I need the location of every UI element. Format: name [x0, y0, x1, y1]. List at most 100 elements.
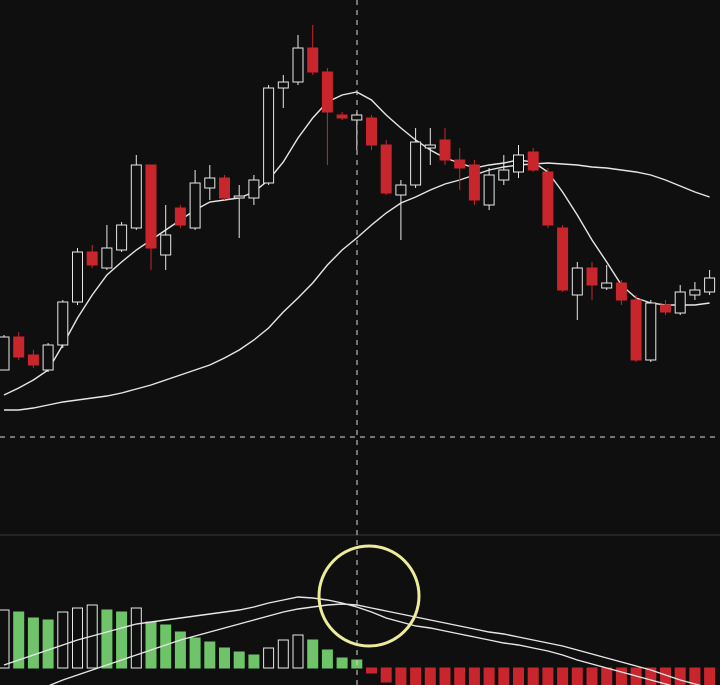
candle-body — [263, 87, 275, 184]
histogram-bar — [233, 651, 245, 669]
histogram-bar — [13, 611, 25, 669]
indicator-line — [4, 162, 710, 411]
candle-body — [72, 251, 83, 303]
histogram-bar — [454, 667, 466, 685]
candle-body — [57, 301, 69, 346]
candle-body — [13, 336, 25, 358]
candle-body — [380, 144, 392, 194]
candle-body — [160, 234, 172, 256]
histogram-bar — [689, 667, 701, 685]
candle-body — [233, 195, 245, 199]
histogram-bar — [336, 657, 348, 669]
histogram-bar — [513, 667, 524, 685]
candle-body — [189, 182, 201, 229]
candle-body — [204, 177, 216, 189]
candle-body — [454, 159, 466, 169]
histogram-bar — [42, 619, 54, 669]
candle-body — [513, 154, 524, 173]
histogram-bar — [645, 667, 657, 685]
histogram-bar — [277, 639, 289, 669]
histogram-bar — [86, 604, 98, 669]
candle-body — [498, 169, 510, 181]
histogram-bar — [130, 607, 142, 669]
histogram-bar — [204, 641, 216, 669]
candle-body — [101, 247, 113, 269]
histogram-bar — [219, 647, 230, 669]
candle-body — [615, 282, 627, 301]
histogram-bar — [498, 667, 510, 685]
histogram-bar — [483, 667, 495, 685]
histogram-bar — [704, 667, 716, 685]
histogram-bar — [395, 667, 407, 685]
candle-body — [292, 47, 304, 83]
highlight-circle — [317, 544, 421, 648]
histogram-bar — [557, 667, 569, 685]
candle-body — [277, 81, 289, 89]
candle-body — [630, 299, 642, 361]
histogram-bar — [57, 611, 69, 669]
histogram-bar — [307, 639, 319, 669]
histogram-bar — [292, 634, 304, 669]
histogram-bar — [571, 667, 583, 685]
candle-body — [674, 291, 686, 314]
histogram-bar — [0, 609, 10, 669]
candle-body — [483, 174, 495, 206]
indicator-line — [48, 603, 702, 685]
histogram-bar — [615, 667, 627, 685]
candle-body — [601, 282, 613, 289]
histogram-bar — [116, 611, 128, 669]
histogram-bar — [410, 667, 422, 685]
candle-body — [571, 267, 583, 296]
histogram-bar — [542, 667, 554, 685]
candle-body — [174, 207, 186, 226]
histogram-bar — [424, 667, 436, 685]
candle-body — [248, 179, 260, 199]
candle-body — [704, 277, 716, 293]
histogram-bar — [380, 667, 392, 683]
candle-body — [527, 151, 539, 171]
histogram-bar — [439, 667, 451, 685]
candle-body — [336, 114, 348, 119]
histogram-bar — [101, 609, 113, 669]
candle-body — [116, 224, 128, 251]
candle-body — [307, 47, 319, 73]
histogram-bar — [586, 667, 598, 685]
histogram-bar — [145, 621, 157, 669]
histogram-bar — [527, 667, 539, 685]
candle-body — [439, 139, 451, 161]
candle-body — [366, 117, 377, 146]
candle-body — [42, 344, 54, 371]
candle-body — [145, 164, 157, 249]
candle-body — [424, 144, 436, 149]
candle-body — [27, 354, 39, 366]
histogram-bar — [321, 649, 333, 669]
candle-body — [130, 164, 142, 229]
candle-body — [542, 171, 554, 226]
indicator-line — [3, 596, 672, 685]
candle-body — [586, 267, 598, 286]
candle-body — [468, 164, 480, 201]
histogram-bar — [174, 631, 186, 669]
histogram-bar — [189, 637, 201, 669]
histogram-bar — [248, 654, 260, 669]
histogram-bar — [674, 667, 686, 685]
candle-body — [660, 304, 671, 313]
candle-body — [321, 71, 333, 113]
candle-body — [0, 336, 10, 371]
candle-body — [86, 251, 98, 266]
histogram-bar — [27, 617, 39, 669]
candle-body — [689, 289, 701, 296]
candle-body — [351, 114, 363, 121]
histogram-bar — [468, 667, 480, 685]
histogram-bar — [366, 667, 377, 674]
candle-body — [410, 141, 422, 186]
histogram-bar — [601, 667, 613, 685]
plot — [0, 25, 716, 685]
candle-body — [557, 227, 569, 291]
candle-body — [219, 177, 230, 199]
candle-body — [395, 184, 407, 196]
candle-body — [645, 302, 657, 361]
